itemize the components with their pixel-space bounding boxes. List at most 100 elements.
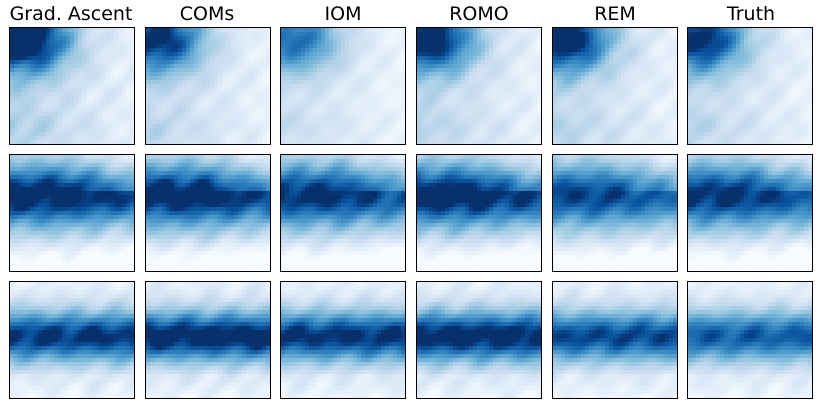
heatmap-cell (756, 32, 761, 37)
heatmap-cell (38, 108, 43, 113)
heatmap-cell (381, 116, 386, 121)
heatmap-cell (262, 52, 267, 57)
heatmap-cell (365, 76, 370, 81)
heatmap-cell (174, 108, 179, 113)
heatmap-cell (337, 108, 342, 113)
heatmap-cell (258, 104, 263, 109)
heatmap-cell (341, 64, 346, 69)
heatmap-cell (736, 28, 741, 33)
heatmap-cell (238, 40, 243, 45)
heatmap-cell (756, 68, 761, 73)
heatmap-cell (665, 72, 670, 77)
heatmap-cell (421, 124, 426, 129)
heatmap-cell (401, 92, 405, 97)
heatmap-cell (489, 44, 494, 49)
heatmap-cell (493, 76, 498, 81)
heatmap-cell (341, 28, 346, 33)
heatmap-cell (537, 52, 541, 57)
heatmap-cell (533, 136, 538, 141)
heatmap-cell (617, 112, 622, 117)
heatmap-cell (505, 92, 510, 97)
heatmap-cell (417, 112, 422, 117)
heatmap-cell (50, 140, 55, 144)
heatmap-cell (692, 28, 697, 33)
heatmap-cell (421, 120, 426, 125)
heatmap-cell (465, 80, 470, 85)
heatmap-cell (633, 52, 638, 57)
heatmap-cell (565, 84, 570, 89)
heatmap-cell (70, 60, 75, 65)
heatmap-cell (122, 104, 127, 109)
heatmap-cell (533, 72, 538, 77)
heatmap-cell (230, 140, 235, 144)
heatmap-cell (796, 28, 801, 33)
heatmap-cell (381, 92, 386, 97)
heatmap-cell (561, 72, 566, 77)
heatmap-cell (481, 116, 486, 121)
heatmap-cell (150, 36, 155, 41)
heatmap-cell (565, 76, 570, 81)
heatmap-cell (756, 84, 761, 89)
heatmap-cell (281, 96, 286, 101)
heatmap-surface (10, 28, 134, 144)
heatmap-cell (605, 60, 610, 65)
heatmap-cell (258, 32, 263, 37)
heatmap-cell (254, 92, 259, 97)
heatmap-cell (214, 28, 219, 33)
heatmap-cell (716, 28, 721, 33)
heatmap-cell (329, 68, 334, 73)
heatmap-cell (329, 108, 334, 113)
heatmap-cell (720, 40, 725, 45)
heatmap-cell (385, 128, 390, 133)
heatmap-cell (525, 72, 530, 77)
heatmap-cell (158, 96, 163, 101)
heatmap-cell (613, 92, 618, 97)
heatmap-cell (78, 68, 83, 73)
heatmap-cell (325, 36, 330, 41)
heatmap-cell (114, 108, 119, 113)
heatmap-cell (764, 84, 769, 89)
heatmap-cell (309, 108, 314, 113)
heatmap-cell (393, 52, 398, 57)
heatmap-cell (305, 112, 310, 117)
heatmap-cell (114, 32, 119, 37)
heatmap-cell (585, 56, 590, 61)
heatmap-cell (258, 108, 263, 113)
heatmap-cell (565, 48, 570, 53)
heatmap-cell (493, 140, 498, 144)
heatmap-cell (353, 44, 358, 49)
heatmap-cell (529, 128, 534, 133)
heatmap-cell (601, 124, 606, 129)
heatmap-cell (46, 128, 51, 133)
heatmap-cell (605, 32, 610, 37)
heatmap-cell (509, 116, 514, 121)
heatmap-cell (553, 40, 558, 45)
heatmap-cell (637, 92, 642, 97)
heatmap-cell (792, 48, 797, 53)
heatmap-cell (377, 132, 382, 137)
heatmap-cell (692, 48, 697, 53)
heatmap-cell (421, 136, 426, 141)
heatmap-cell (661, 40, 666, 45)
heatmap-cell (369, 52, 374, 57)
heatmap-cell (30, 136, 35, 141)
heatmap-cell (98, 120, 103, 125)
heatmap-cell (357, 96, 362, 101)
heatmap-cell (437, 128, 442, 133)
heatmap-cell (657, 124, 662, 129)
heatmap-cell (449, 56, 454, 61)
heatmap-cell (425, 76, 430, 81)
heatmap-cell (425, 36, 430, 41)
heatmap-cell (581, 120, 586, 125)
heatmap-cell (82, 68, 87, 73)
heatmap-cell (653, 100, 658, 105)
heatmap-cell (493, 72, 498, 77)
heatmap-cell (601, 72, 606, 77)
heatmap-cell (198, 60, 203, 65)
heatmap-cell (425, 32, 430, 37)
heatmap-cell (118, 112, 123, 117)
heatmap-cell (365, 32, 370, 37)
heatmap-cell (345, 120, 350, 125)
heatmap-cell (641, 128, 646, 133)
heatmap-cell (266, 128, 270, 133)
